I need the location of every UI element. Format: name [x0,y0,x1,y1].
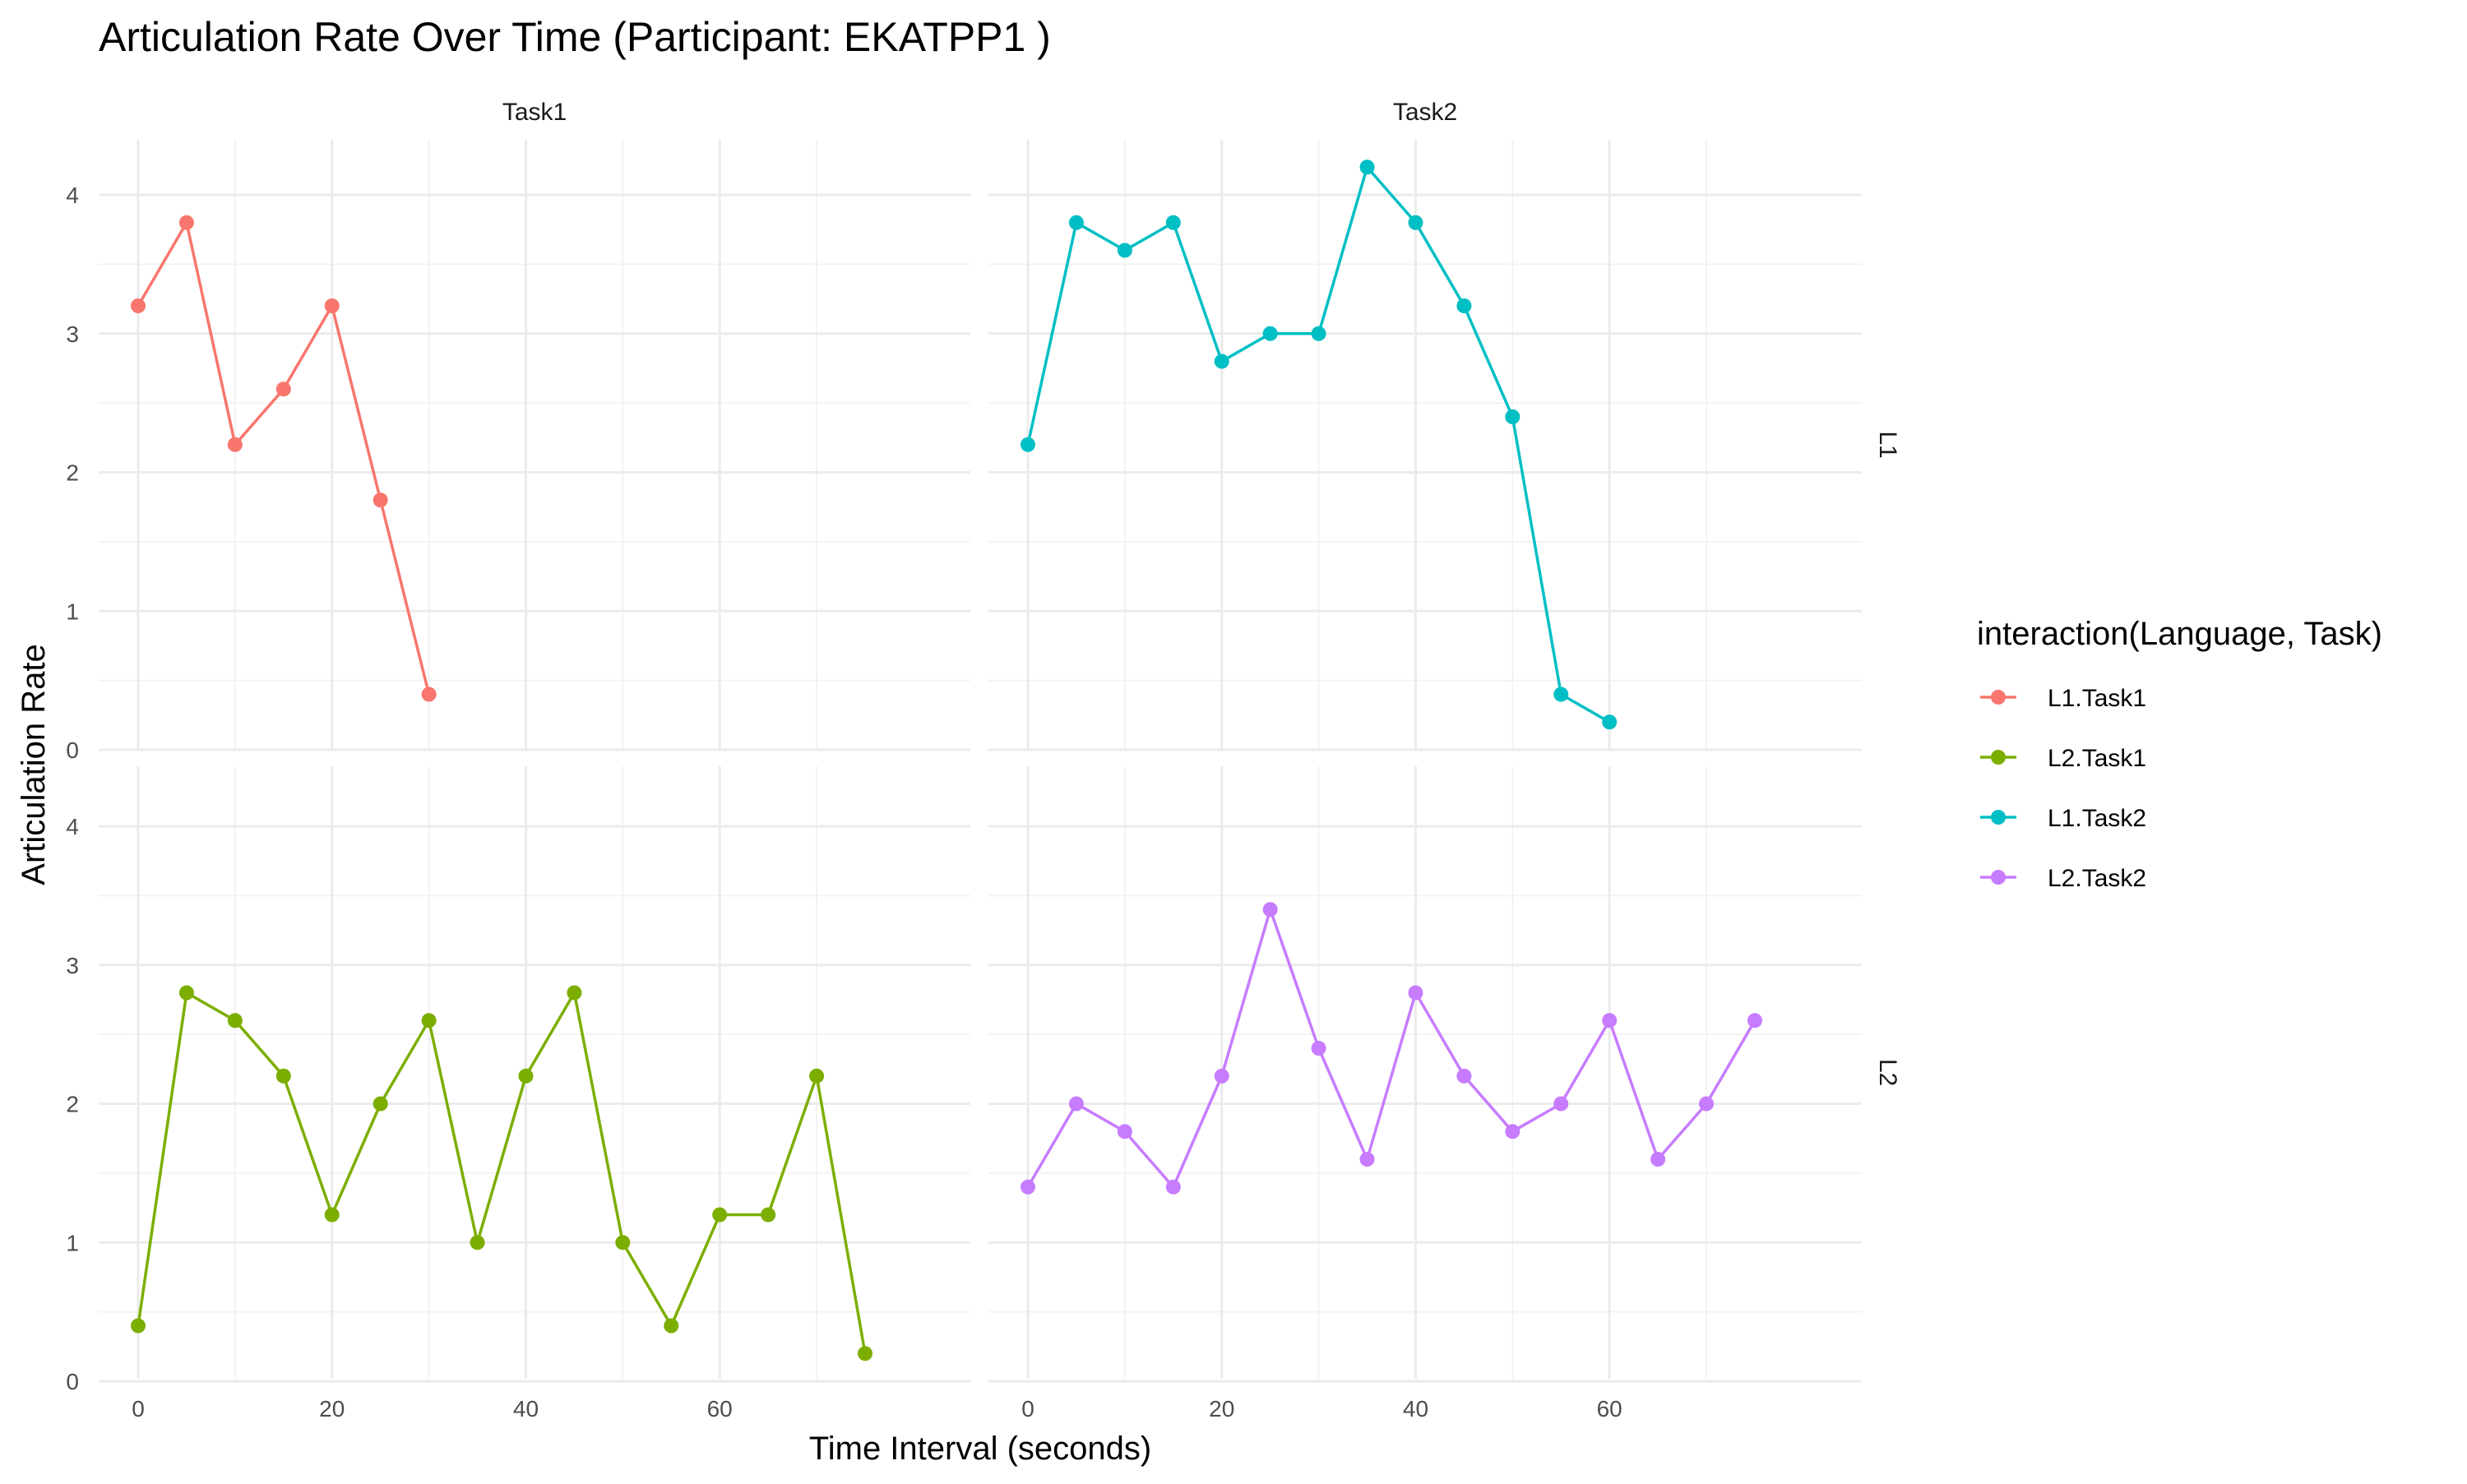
y-tick-label: 0 [66,737,79,763]
data-point-L2.Task2 [1505,1124,1520,1140]
panel-L1-Task1 [99,140,970,751]
data-point-L1.Task1 [373,492,388,508]
data-point-L2.Task2 [1021,1179,1035,1195]
data-point-L2.Task2 [1602,1013,1618,1029]
data-point-L2.Task2 [1456,1068,1472,1084]
data-point-L2.Task2 [1699,1096,1715,1112]
legend-key-point [1991,870,2006,885]
legend: interaction(Language, Task) L1.Task1 L2.T… [1977,616,2382,892]
data-point-L1.Task1 [178,215,194,230]
x-tick-label: 20 [1209,1396,1234,1422]
data-point-L2.Task1 [178,985,194,1001]
y-tick-label: 2 [66,1092,79,1117]
legend-key-point [1991,810,2006,825]
strip-label-Task2: Task2 [1393,99,1457,126]
data-point-L2.Task2 [1408,985,1423,1001]
data-point-L2.Task1 [470,1235,485,1251]
strip-label-Task1: Task1 [502,99,567,126]
data-point-L2.Task1 [275,1068,291,1084]
data-point-L1.Task1 [227,437,243,452]
data-point-L1.Task2 [1262,326,1278,341]
data-point-L2.Task1 [373,1096,388,1112]
data-point-L1.Task2 [1117,243,1132,258]
x-tick-label: 0 [132,1396,145,1422]
y-tick-label: 4 [66,814,79,839]
data-point-L1.Task2 [1311,326,1326,341]
legend-key-point [1991,750,2006,765]
x-axis-title: Time Interval (seconds) [809,1431,1151,1467]
data-point-L1.Task2 [1602,714,1618,730]
series-line-L2.Task1 [137,991,867,1354]
data-point-L2.Task1 [809,1068,825,1084]
legend-key-point [1991,690,2006,705]
x-tick-label: 60 [707,1396,733,1422]
series-line-L1.Task1 [137,221,431,695]
data-point-L2.Task1 [421,1013,437,1029]
data-point-L2.Task1 [518,1068,534,1084]
legend-label: L2.Task1 [2048,745,2146,772]
data-point-L2.Task2 [1359,1152,1375,1167]
data-point-L1.Task2 [1359,159,1375,175]
data-point-L2.Task2 [1553,1096,1569,1112]
x-tick-label: 60 [1597,1396,1622,1422]
strip-label-L1: L1 [1874,431,1901,458]
legend-label: L2.Task2 [2048,865,2146,892]
data-point-L2.Task2 [1650,1152,1666,1167]
chart-title: Articulation Rate Over Time (Participant… [99,14,1051,60]
y-tick-label: 0 [66,1369,79,1394]
data-point-L2.Task1 [324,1207,340,1223]
x-tick-label: 40 [1403,1396,1428,1422]
data-point-L2.Task2 [1747,1013,1762,1029]
panel-L2-Task2 [988,766,1862,1383]
legend-title: interaction(Language, Task) [1977,616,2382,652]
data-point-L1.Task2 [1456,298,1472,313]
data-point-L1.Task2 [1408,215,1423,230]
data-point-L2.Task1 [227,1013,243,1029]
data-point-L1.Task2 [1214,354,1229,369]
data-point-L2.Task1 [131,1318,146,1334]
data-point-L2.Task2 [1165,1179,1181,1195]
y-tick-label: 3 [66,321,79,347]
legend-label: L1.Task1 [2048,685,2146,712]
data-point-L1.Task1 [131,298,146,313]
x-tick-label: 40 [513,1396,539,1422]
data-point-L2.Task2 [1068,1096,1084,1112]
data-point-L1.Task2 [1505,409,1520,424]
x-tick-label: 20 [319,1396,345,1422]
x-tick-label: 0 [1021,1396,1034,1422]
data-point-L1.Task2 [1553,687,1569,702]
series-line-L2.Task2 [1026,908,1757,1189]
data-point-L2.Task1 [664,1318,679,1334]
data-point-L1.Task2 [1021,437,1035,452]
panel-L2-Task1 [99,766,970,1383]
data-point-L1.Task1 [324,298,340,313]
data-point-L1.Task1 [421,687,437,702]
y-tick-label: 4 [66,183,79,208]
data-point-L2.Task2 [1117,1124,1132,1140]
data-point-L2.Task2 [1214,1068,1229,1084]
data-point-L2.Task1 [615,1235,631,1251]
data-point-L1.Task2 [1165,215,1181,230]
legend-keys: L1.Task1 L2.Task1 L1.Task2 L2.Task2 [1980,685,2146,892]
data-point-L2.Task2 [1262,902,1278,918]
data-point-L2.Task1 [712,1207,728,1223]
y-tick-label: 3 [66,953,79,978]
data-point-L2.Task1 [567,985,582,1001]
data-point-L1.Task1 [275,381,291,397]
panel-L1-Task2 [988,140,1862,751]
legend-label: L1.Task2 [2048,805,2146,832]
y-tick-label: 1 [66,599,79,624]
data-point-L1.Task2 [1068,215,1084,230]
strip-label-L2: L2 [1874,1059,1901,1086]
y-axis-title: Articulation Rate [16,644,52,885]
data-point-L2.Task1 [761,1207,776,1223]
y-tick-label: 2 [66,460,79,486]
data-point-L2.Task1 [858,1346,872,1361]
data-point-L2.Task2 [1311,1041,1326,1056]
y-tick-label: 1 [66,1230,79,1255]
